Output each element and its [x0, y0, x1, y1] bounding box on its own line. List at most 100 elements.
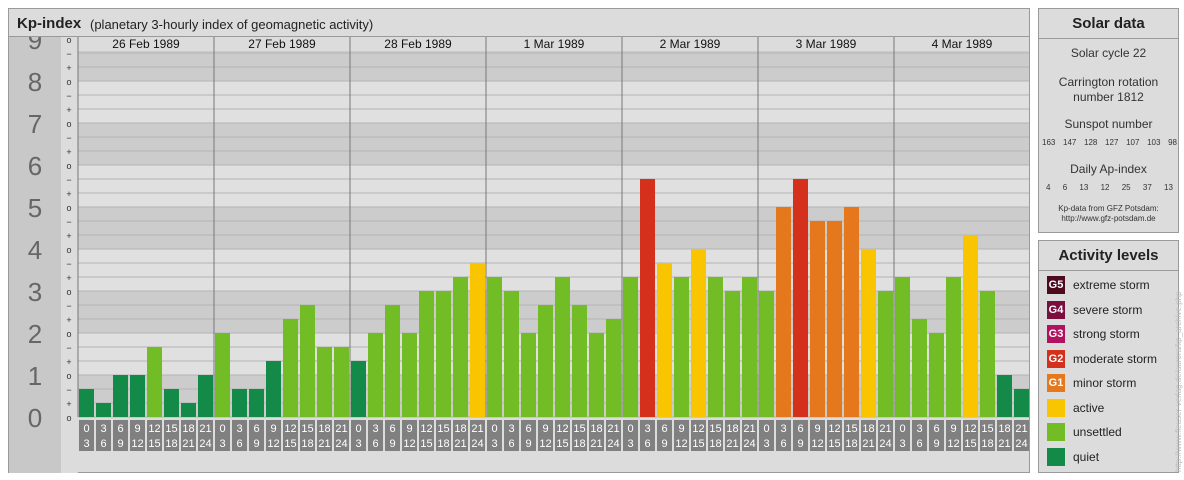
hour-cell — [232, 420, 247, 451]
minor-tick-label: o — [66, 329, 71, 339]
chart-title: Kp-index — [17, 15, 82, 32]
legend-label: unsettled — [1073, 425, 1122, 439]
minor-tick-label: o — [66, 371, 71, 381]
hour-cell — [623, 420, 638, 451]
source-line-1: Kp-data from GFZ Potsdam: — [1058, 204, 1159, 213]
hour-start-label: 12 — [148, 423, 160, 435]
source-link[interactable]: http://www.gfz-potsdam.de — [1061, 214, 1156, 223]
hour-cell — [130, 420, 145, 451]
hour-cell — [470, 420, 485, 451]
kp-bar — [232, 388, 247, 417]
hour-end-label: 15 — [692, 438, 704, 450]
hour-cell — [317, 420, 332, 451]
hour-end-label: 9 — [253, 438, 259, 450]
minor-tick-label: + — [66, 105, 71, 115]
hour-cell — [334, 420, 349, 451]
minor-tick-label: o — [66, 119, 71, 129]
hour-cell — [793, 420, 808, 451]
minor-tick-label: − — [66, 175, 71, 185]
y-tick-label: 9 — [28, 37, 42, 55]
hour-end-label: 6 — [780, 438, 786, 450]
hour-end-label: 12 — [675, 438, 687, 450]
hour-end-label: 3 — [219, 438, 225, 450]
day-label: 26 Feb 1989 — [112, 37, 180, 51]
hour-start-label: 3 — [780, 423, 786, 435]
legend-item: G5 extreme storm — [1047, 276, 1150, 294]
minor-tick-label: + — [66, 315, 71, 325]
ap-values: 4 6 13 12 25 37 13 — [1040, 183, 1179, 192]
hour-cell — [164, 420, 179, 451]
kp-bar — [776, 207, 791, 417]
hour-cell — [215, 420, 230, 451]
hour-end-label: 12 — [267, 438, 279, 450]
kp-bar — [266, 361, 281, 417]
hour-start-label: 12 — [420, 423, 432, 435]
hour-cell — [674, 420, 689, 451]
kp-bar — [997, 375, 1012, 417]
hour-cell — [504, 420, 519, 451]
hour-cell — [810, 420, 825, 451]
hour-start-label: 9 — [406, 423, 412, 435]
hour-cell — [759, 420, 774, 451]
hour-end-label: 12 — [947, 438, 959, 450]
legend-swatch — [1047, 447, 1065, 466]
hour-cell — [487, 420, 502, 451]
legend-swatch: G4 — [1047, 300, 1065, 319]
kp-bar — [113, 375, 128, 417]
kp-bar — [725, 291, 740, 417]
kp-bar — [963, 235, 978, 417]
sunspot-values: 163 147 128 127 107 103 98 — [1040, 138, 1179, 147]
kp-bar — [147, 346, 162, 417]
kp-bar — [249, 388, 264, 417]
hour-cell — [147, 420, 162, 451]
kp-band — [78, 249, 1029, 291]
chart-title-bar: Kp-index (planetary 3-hourly index of ge… — [9, 9, 1029, 37]
legend-label: severe storm — [1073, 302, 1143, 317]
kp-bar — [402, 333, 417, 417]
kp-bar — [538, 304, 553, 417]
legend-swatch: G5 — [1047, 276, 1065, 294]
kp-bar — [674, 277, 689, 417]
hour-cell — [538, 420, 553, 451]
kp-bar — [759, 291, 774, 417]
hour-end-label: 15 — [556, 438, 568, 450]
day-label: 2 Mar 1989 — [660, 37, 721, 51]
hour-cell — [606, 420, 621, 451]
kp-bar — [487, 277, 502, 417]
hour-start-label: 3 — [236, 423, 242, 435]
hour-cell — [708, 420, 723, 451]
solar-cycle: Solar cycle 22 — [1070, 46, 1147, 60]
y-tick-label: 7 — [28, 109, 42, 139]
hour-cell — [79, 420, 94, 451]
kp-bar — [504, 291, 519, 417]
hour-end-label: 3 — [355, 438, 361, 450]
minor-tick-label: o — [66, 37, 71, 45]
y-tick-label: 5 — [28, 193, 42, 223]
kp-bar — [691, 249, 706, 417]
hour-start-label: 0 — [355, 423, 361, 435]
kp-bar — [181, 403, 196, 417]
hour-start-label: 6 — [117, 423, 123, 435]
hour-cell — [844, 420, 859, 451]
activity-levels-panel: Activity levels G5 extreme storm G4 severe … — [1038, 240, 1179, 473]
hour-start-label: 15 — [165, 423, 177, 435]
kp-bar — [844, 207, 859, 417]
hour-end-label: 6 — [100, 438, 106, 450]
kp-bar — [606, 319, 621, 417]
minor-tick-label: − — [66, 385, 71, 395]
kp-bar — [980, 291, 995, 417]
ap-value: 25 — [1121, 183, 1131, 192]
hour-end-label: 21 — [726, 438, 738, 450]
kp-bar — [810, 220, 825, 417]
hour-end-label: 9 — [661, 438, 667, 450]
hour-end-label: 18 — [845, 438, 857, 450]
ap-value: 13 — [1164, 183, 1173, 192]
kp-bar — [419, 291, 434, 417]
y-tick-label: 3 — [28, 277, 42, 307]
kp-bar — [368, 333, 383, 417]
legend-item: quiet — [1047, 447, 1099, 466]
hour-end-label: 15 — [284, 438, 296, 450]
hour-start-label: 15 — [573, 423, 585, 435]
minor-tick-label: o — [66, 245, 71, 255]
hour-cell — [929, 420, 944, 451]
